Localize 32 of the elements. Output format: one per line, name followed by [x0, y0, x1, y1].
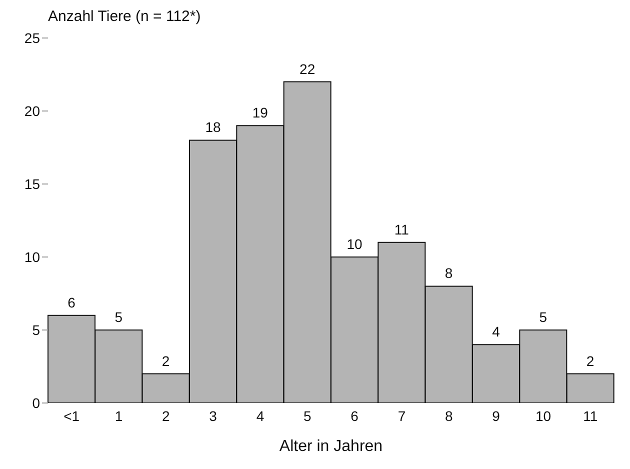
- x-tick-label: 3: [209, 408, 218, 424]
- x-tick-label: 8: [445, 408, 454, 424]
- y-tick-label: 10: [24, 248, 40, 265]
- data-label: 11: [394, 221, 410, 238]
- data-label: 2: [162, 352, 170, 369]
- data-label: 5: [114, 309, 123, 325]
- data-label: 19: [252, 104, 268, 121]
- x-tick-label: 1: [114, 408, 123, 424]
- x-tick-label: 11: [583, 408, 598, 424]
- data-label: 6: [68, 294, 76, 310]
- data-label: 8: [444, 265, 453, 282]
- data-label: 18: [205, 119, 221, 136]
- x-tick-label: 7: [398, 408, 406, 424]
- x-tick-label: 6: [350, 408, 359, 424]
- y-tick-label: 0: [32, 394, 40, 411]
- x-tick-label: 4: [256, 408, 264, 424]
- x-tick-label: 2: [162, 408, 170, 424]
- data-label: 2: [586, 352, 594, 369]
- y-tick-label: 5: [32, 322, 40, 338]
- x-tick-label: 9: [492, 408, 500, 424]
- y-tick-label: 25: [24, 30, 40, 46]
- data-label: 22: [300, 60, 316, 77]
- x-tick-label: 5: [304, 408, 312, 424]
- data-label: 4: [492, 324, 500, 340]
- x-axis-title: Alter in Jahren: [279, 438, 383, 455]
- x-tick-label: 10: [535, 408, 552, 424]
- chart-title: Anzahl Tiere (n = 112*): [48, 8, 201, 25]
- data-label: 5: [539, 309, 548, 325]
- y-tick-label: 20: [24, 102, 40, 119]
- y-tick-label: 15: [24, 176, 40, 192]
- data-label: 10: [346, 236, 362, 252]
- x-tick-label: <1: [64, 408, 80, 424]
